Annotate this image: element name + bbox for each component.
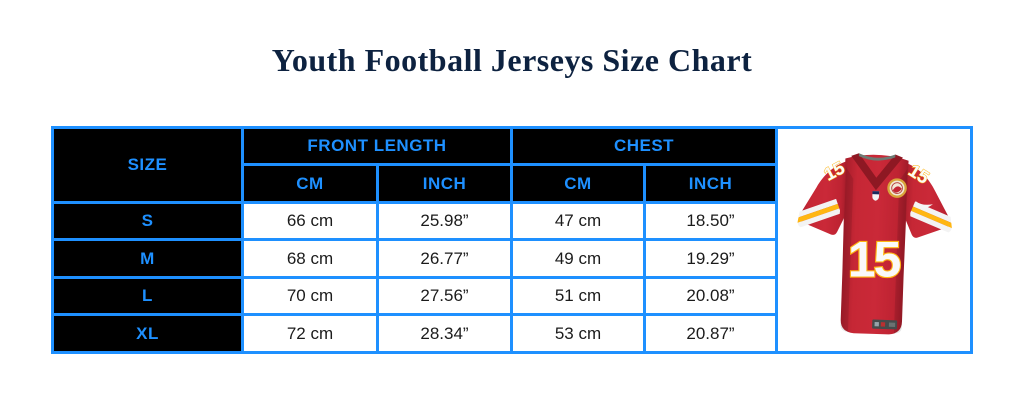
table-row-s: S 66 cm 25.98” 47 cm 18.50” [51,200,972,242]
header-chest: CHEST [510,125,778,167]
size-label: L [51,275,244,317]
header-front-inch: INCH [376,163,513,204]
chest-number: 15 [848,231,901,287]
front-length-inch-value: 26.77” [376,238,513,279]
jersey-image: 15 15 15 [780,130,969,349]
jersey-illustration: 15 15 15 [783,153,965,335]
team-patch [887,178,907,198]
chest-inch-value: 18.50” [643,200,778,242]
header-row-groups: SIZE FRONT LENGTH CHEST [51,125,973,354]
front-length-inch-value: 25.98” [376,200,513,242]
header-chest-inch: INCH [643,163,778,204]
page-title: Youth Football Jerseys Size Chart [271,42,753,78]
header-row-units: CM INCH CM INCH [53,163,972,204]
header-chest-cm: CM [510,163,646,204]
size-label: S [51,200,244,242]
chest-inch-value: 20.08” [643,275,778,317]
table-row-xl: XL 72 cm 28.34” 53 cm 20.87” [51,313,972,354]
header-front-cm: CM [241,163,379,204]
chest-cm-value: 53 cm [510,313,646,354]
front-length-cm-value: 70 cm [241,275,379,317]
jersey-collar [851,153,903,191]
chest-cm-value: 47 cm [510,200,646,242]
size-chart-table: SIZE FRONT LENGTH CHEST [51,125,973,354]
header-front-length: FRONT LENGTH [241,125,513,167]
jersey-image-cell: 15 15 15 [775,125,973,354]
nike-swoosh-icon [914,200,933,209]
size-label: M [51,238,244,279]
table-row-l: L 70 cm 27.56” 51 cm 20.08” [51,275,972,317]
jersey-back-neck [858,153,896,161]
chest-inch-value: 20.87” [643,313,778,354]
front-length-inch-value: 28.34” [376,313,513,354]
jock-tag [872,319,898,330]
front-length-cm-value: 66 cm [241,200,379,242]
table-row-m: M 68 cm 26.77” 49 cm 19.29” [51,238,972,279]
front-length-cm-value: 68 cm [241,238,379,279]
jersey-body [840,154,909,335]
front-length-inch-value: 27.56” [376,275,513,317]
chest-inch-value: 19.29” [643,238,778,279]
chest-cm-value: 49 cm [510,238,646,279]
front-length-cm-value: 72 cm [241,313,379,354]
header-size: SIZE [51,125,244,204]
size-label: XL [51,313,244,354]
nfl-shield-icon [872,190,880,201]
chest-cm-value: 51 cm [510,275,646,317]
